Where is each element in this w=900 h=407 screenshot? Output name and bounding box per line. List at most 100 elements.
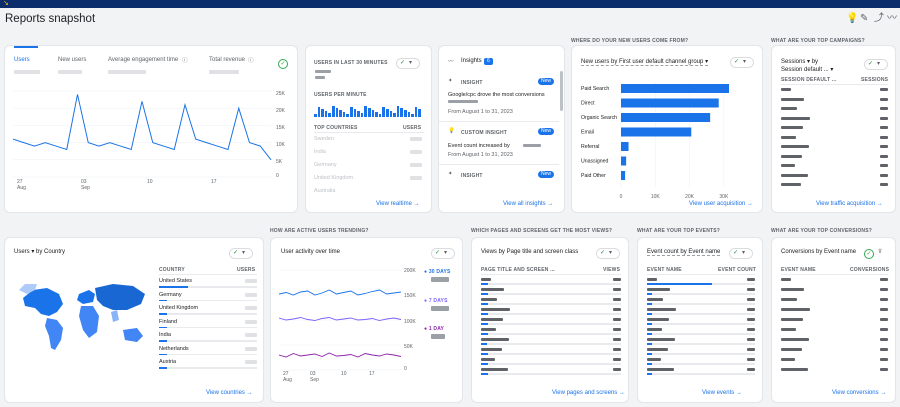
acquisition-title[interactable]: New users by First user default channel … xyxy=(581,59,709,66)
legend-1-day: ● 1 DAY xyxy=(424,326,445,332)
insight-text[interactable]: Google/cpc drove the most conversions xyxy=(448,92,545,98)
minute-bar xyxy=(386,109,389,117)
divider xyxy=(781,84,888,85)
country-row[interactable]: Germany xyxy=(159,291,182,298)
campaigns-subtitle[interactable]: Session default ... ▾ xyxy=(781,67,834,73)
redacted-label xyxy=(647,348,668,351)
tab-total-revenue[interactable]: Total revenue xyxy=(209,57,246,63)
view-realtime-link[interactable]: View realtime → xyxy=(376,201,420,207)
compare-check[interactable]: ✓ ▾ xyxy=(729,248,753,259)
bar[interactable] xyxy=(621,113,711,122)
info-icon[interactable]: ⓘ xyxy=(182,58,188,64)
redacted-label xyxy=(647,308,676,311)
lightbulb-icon[interactable]: 💡 xyxy=(846,13,859,24)
bar-track xyxy=(647,343,755,345)
compare-check[interactable]: ✓ ▾ xyxy=(229,248,253,259)
y-tick: 25K xyxy=(276,91,285,97)
sparkle-icon: ✦ xyxy=(448,78,453,84)
bar[interactable] xyxy=(621,84,729,93)
country-title[interactable]: Users ▾ by Country xyxy=(14,249,66,255)
scrollbar[interactable] xyxy=(560,71,563,111)
divider xyxy=(439,164,559,165)
realtime-card: USERS IN LAST 30 MINUTES ✓ ▾ USERS PER MI… xyxy=(305,45,432,213)
view-countries-link[interactable]: View countries → xyxy=(206,390,253,396)
check-icon[interactable]: ✓ xyxy=(864,249,874,259)
insight-text[interactable]: Event count increased by xyxy=(448,143,510,149)
minute-bar xyxy=(346,114,349,117)
compare-check[interactable]: ✓ ▾ xyxy=(864,59,888,70)
activity-card: User activity over time ✓ ▾ 200K 150K 100… xyxy=(270,237,463,403)
redacted-label xyxy=(781,126,803,129)
col-users: USERS xyxy=(237,267,256,273)
minute-bar xyxy=(357,111,360,117)
redacted-value xyxy=(209,70,239,74)
bar[interactable] xyxy=(621,171,626,180)
x-month: Sep xyxy=(310,377,319,383)
bar-fill xyxy=(647,283,712,285)
compare-check[interactable]: ✓ ▾ xyxy=(730,57,754,68)
category-label: Paid Search xyxy=(581,86,609,92)
redacted-value xyxy=(747,328,755,331)
minute-bar xyxy=(404,110,407,117)
filter-icon[interactable]: ⊽ xyxy=(878,249,883,255)
bar-fill xyxy=(481,373,488,375)
country-row[interactable]: Finland xyxy=(159,318,178,325)
bar[interactable] xyxy=(621,156,627,166)
info-icon[interactable]: ⓘ xyxy=(248,58,254,64)
bar-track xyxy=(481,303,621,305)
view-events-link[interactable]: View events → xyxy=(702,390,742,396)
acquisition-card: New users by First user default channel … xyxy=(571,45,763,213)
country-row[interactable]: United Kingdom xyxy=(159,305,199,311)
bar-fill xyxy=(159,353,167,355)
events-title[interactable]: Event count by Event name xyxy=(647,249,721,256)
new-badge: New xyxy=(538,128,555,135)
country-row[interactable]: United States xyxy=(159,278,193,284)
minute-bar xyxy=(411,114,414,117)
trend-icon[interactable]: 〰 xyxy=(887,13,897,24)
conversions-title[interactable]: Conversions by Event name xyxy=(781,249,857,255)
minute-bar xyxy=(350,107,353,117)
bar[interactable] xyxy=(621,127,692,137)
check-icon[interactable]: ✓ xyxy=(278,59,288,69)
redacted-label xyxy=(781,328,796,331)
view-all-insights-link[interactable]: View all insights → xyxy=(503,201,554,207)
redacted-value xyxy=(245,360,257,364)
campaigns-title[interactable]: Sessions ▾ by xyxy=(781,59,819,65)
bar[interactable] xyxy=(621,98,719,108)
lightbulb-icon: 💡 xyxy=(448,128,455,134)
country-row[interactable]: Austria xyxy=(159,359,177,365)
redacted-value xyxy=(880,288,888,291)
edit-icon[interactable]: ✎ xyxy=(860,13,869,24)
redacted-label xyxy=(647,288,670,291)
redacted-label xyxy=(781,116,810,120)
country-row[interactable]: Netherlands xyxy=(159,345,189,352)
category-label: Direct xyxy=(581,101,595,107)
y-tick: 150K xyxy=(404,293,416,299)
conversions-card: Conversions by Event name ✓ ⊽ EVENT NAME… xyxy=(771,237,896,403)
view-pages-link[interactable]: View pages and screens → xyxy=(552,390,625,396)
compare-check[interactable]: ✓ ▾ xyxy=(431,248,455,259)
redacted-label xyxy=(781,107,797,110)
redacted-label xyxy=(781,97,804,101)
tab-users[interactable]: Users xyxy=(14,57,30,63)
activity-line-chart xyxy=(279,269,402,371)
view-conversions-link[interactable]: View conversions → xyxy=(832,390,887,396)
insight-date: From August 1 to 31, 2023 xyxy=(448,152,513,158)
redacted-value xyxy=(245,279,257,283)
redacted-label xyxy=(781,288,804,291)
view-user-acquisition-link[interactable]: View user acquisition → xyxy=(689,201,753,207)
bar[interactable] xyxy=(621,142,629,151)
minute-bar xyxy=(335,108,339,117)
redacted-value xyxy=(747,368,755,371)
view-traffic-acquisition-link[interactable]: View traffic acquisition → xyxy=(816,201,883,207)
tab-engagement-time[interactable]: Average engagement time xyxy=(108,57,179,63)
compare-check[interactable]: ✓ ▾ xyxy=(596,248,620,259)
compare-check[interactable]: ✓ ▾ xyxy=(396,58,420,69)
bar-fill xyxy=(647,323,653,325)
redacted-label xyxy=(647,358,661,361)
tab-new-users[interactable]: New users xyxy=(58,57,87,63)
country-row[interactable]: India xyxy=(159,332,171,338)
x-tick: 10 xyxy=(341,371,347,377)
share-icon[interactable]: ⤴ xyxy=(874,13,884,24)
redacted-value xyxy=(880,145,888,148)
